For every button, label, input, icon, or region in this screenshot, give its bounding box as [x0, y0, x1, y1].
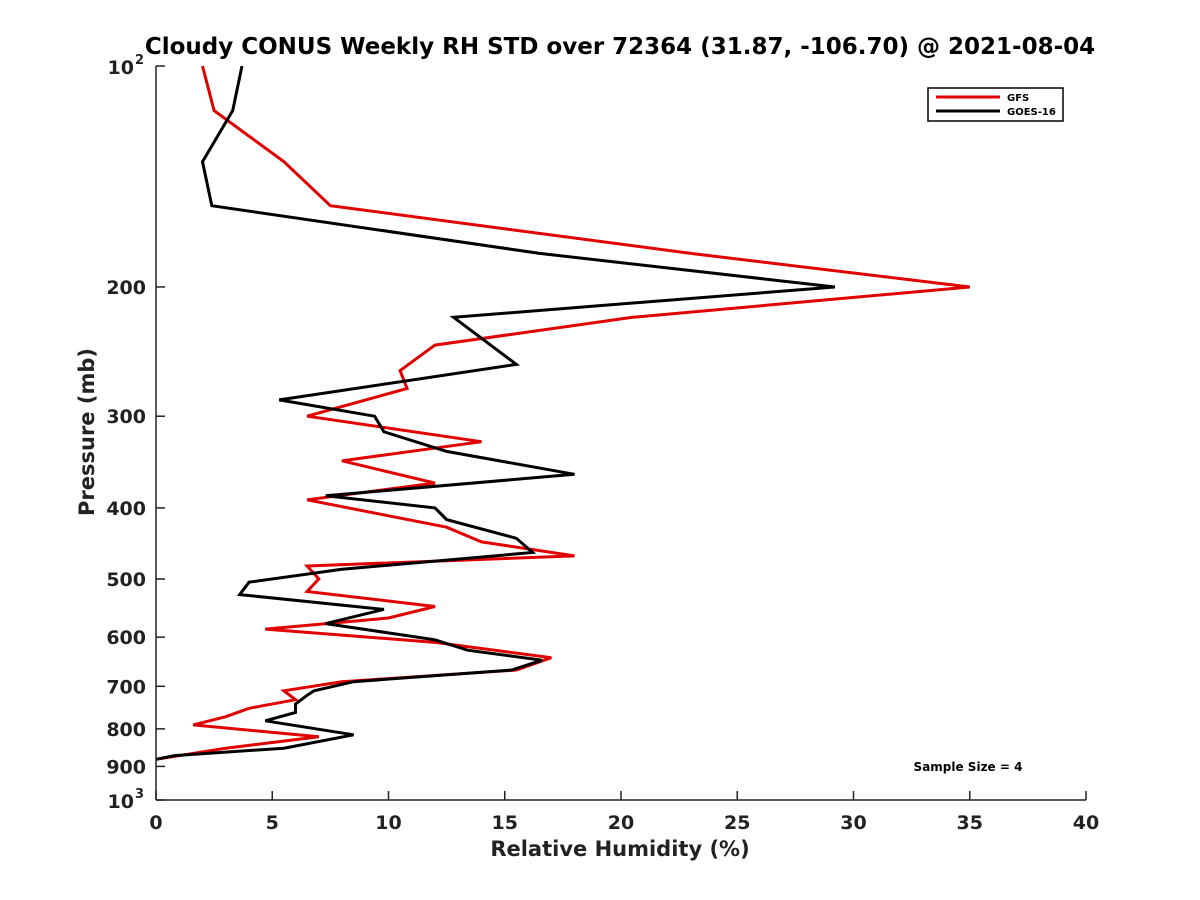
y-tick-label: 800 [106, 719, 146, 741]
legend-box [927, 87, 1064, 122]
x-tick-label: 40 [1073, 812, 1099, 834]
x-tick-label: 20 [608, 812, 634, 834]
x-tick-label: 15 [492, 812, 518, 834]
legend: GFS GOES-16 [927, 87, 1064, 122]
y-tick-label: 10 [108, 791, 134, 813]
y-tick-exponent: 2 [135, 53, 144, 68]
legend-label-goes-16: GOES-16 [1007, 107, 1056, 118]
x-tick-label: 25 [724, 812, 750, 834]
series-line-goes-16 [155, 65, 836, 761]
plot-lines [155, 65, 970, 761]
y-tick-label: 700 [106, 676, 146, 698]
y-tick-label: 200 [106, 277, 146, 299]
x-tick-label: 10 [375, 812, 401, 834]
x-tick-label: 0 [149, 812, 162, 834]
x-tick-label: 30 [840, 812, 866, 834]
y-tick-label: 300 [106, 406, 146, 428]
legend-label-gfs: GFS [1007, 93, 1029, 104]
y-axis-label: Pressure (mb) [75, 348, 99, 516]
x-tick-label: 35 [957, 812, 983, 834]
series-line-gfs [155, 65, 970, 761]
y-tick-label: 10 [108, 57, 134, 79]
y-tick-label: 400 [106, 498, 146, 520]
sample-size-annotation: Sample Size = 4 [914, 760, 1023, 774]
y-tick-label: 900 [106, 756, 146, 778]
y-tick-label: 500 [106, 569, 146, 591]
y-tick-exponent: 3 [135, 787, 144, 802]
x-axis-label: Relative Humidity (%) [490, 837, 749, 861]
y-tick-label: 600 [106, 627, 146, 649]
x-tick-label: 5 [266, 812, 279, 834]
chart-title: Cloudy CONUS Weekly RH STD over 72364 (3… [145, 34, 1095, 60]
